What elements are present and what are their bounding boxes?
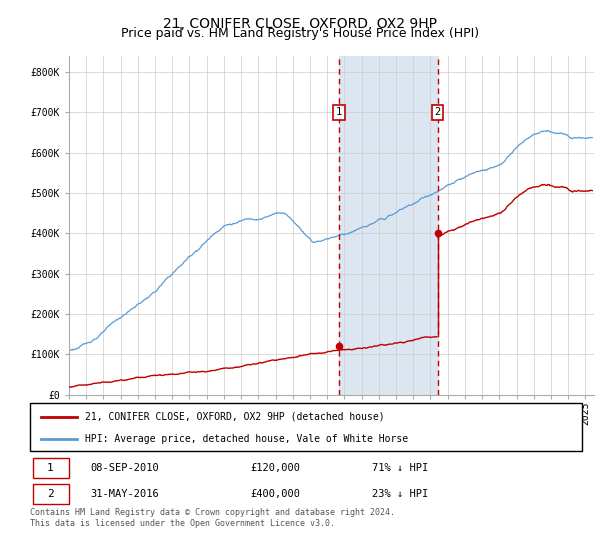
- Text: 71% ↓ HPI: 71% ↓ HPI: [372, 463, 428, 473]
- Text: 08-SEP-2010: 08-SEP-2010: [91, 463, 160, 473]
- Text: 2: 2: [47, 489, 54, 499]
- Text: Price paid vs. HM Land Registry's House Price Index (HPI): Price paid vs. HM Land Registry's House …: [121, 27, 479, 40]
- Bar: [33, 458, 68, 478]
- Text: 31-MAY-2016: 31-MAY-2016: [91, 489, 160, 499]
- Text: 2: 2: [434, 108, 441, 118]
- Bar: [339, 56, 438, 395]
- Text: 23% ↓ HPI: 23% ↓ HPI: [372, 489, 428, 499]
- Text: 1: 1: [336, 108, 342, 118]
- Text: Contains HM Land Registry data © Crown copyright and database right 2024.
This d: Contains HM Land Registry data © Crown c…: [30, 508, 395, 528]
- Text: HPI: Average price, detached house, Vale of White Horse: HPI: Average price, detached house, Vale…: [85, 434, 409, 444]
- Bar: [33, 484, 68, 504]
- Text: 1: 1: [47, 463, 54, 473]
- Text: 21, CONIFER CLOSE, OXFORD, OX2 9HP: 21, CONIFER CLOSE, OXFORD, OX2 9HP: [163, 17, 437, 31]
- Text: 21, CONIFER CLOSE, OXFORD, OX2 9HP (detached house): 21, CONIFER CLOSE, OXFORD, OX2 9HP (deta…: [85, 412, 385, 422]
- Text: £120,000: £120,000: [251, 463, 301, 473]
- Text: £400,000: £400,000: [251, 489, 301, 499]
